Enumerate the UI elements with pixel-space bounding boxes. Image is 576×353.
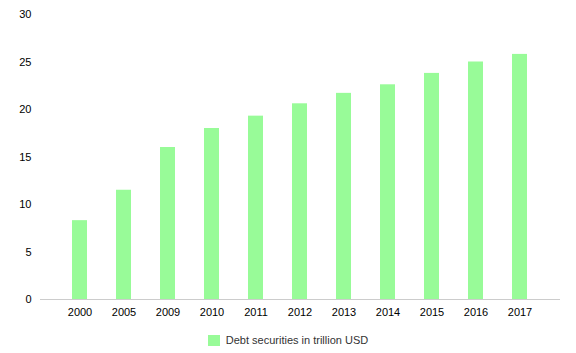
svg-text:20: 20 [19,103,31,115]
svg-text:2017: 2017 [508,306,532,318]
svg-text:25: 25 [19,56,31,68]
svg-text:2012: 2012 [288,306,312,318]
svg-text:30: 30 [19,8,31,20]
svg-text:2005: 2005 [112,306,136,318]
svg-text:2009: 2009 [156,306,180,318]
svg-text:5: 5 [25,246,31,258]
svg-text:15: 15 [19,151,31,163]
html-text:Debt securities in trillion US: Debt securities in trillion USD [225,334,369,346]
svg-text:2014: 2014 [376,306,400,318]
svg-text:2013: 2013 [332,306,356,318]
svg-text:0: 0 [25,293,31,305]
svg-text:2000: 2000 [68,306,92,318]
svg-text:2015: 2015 [420,306,444,318]
svg-text:2011: 2011 [244,306,268,318]
svg-text:2016: 2016 [464,306,488,318]
svg-text:10: 10 [19,198,31,210]
svg-text:2010: 2010 [200,306,224,318]
